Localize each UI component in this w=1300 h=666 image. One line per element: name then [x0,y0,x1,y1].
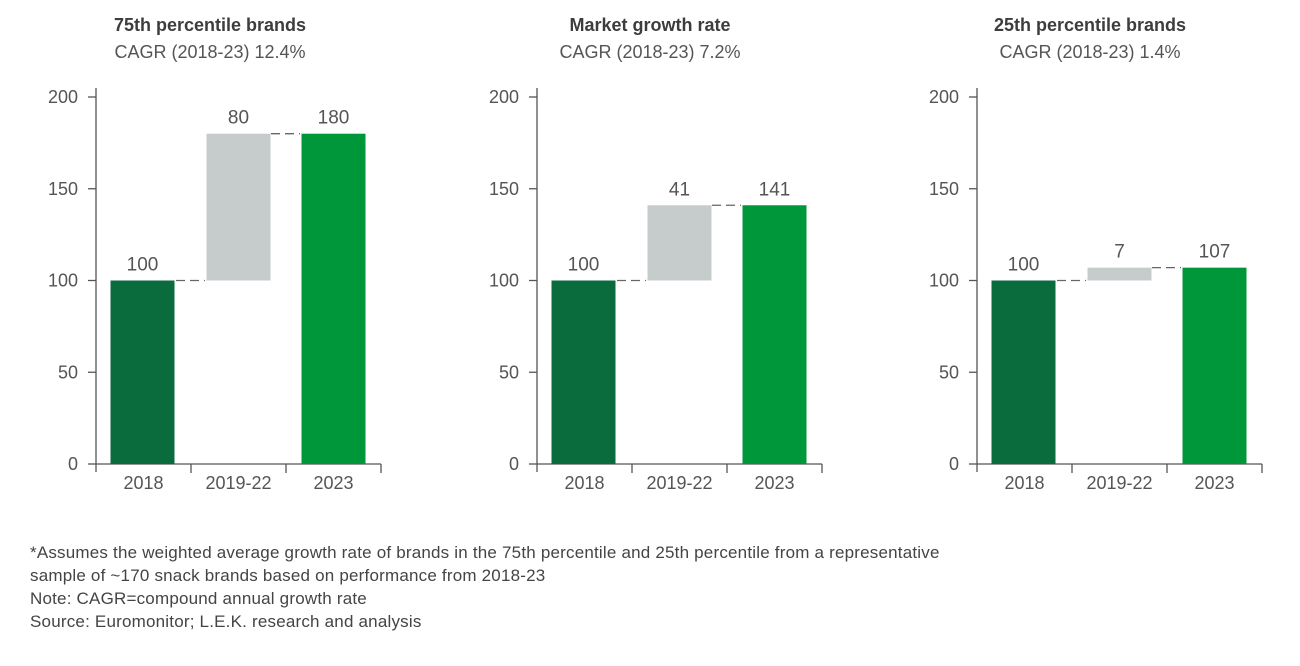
y-tick-label: 150 [489,179,519,199]
chart-subtitle: CAGR (2018-23) 1.4% [999,42,1181,62]
data-label: 7 [1114,242,1125,263]
y-tick-label: 150 [929,179,959,199]
bar-2019-22 [647,205,712,281]
bar-2019-22 [206,133,271,281]
y-tick-label: 100 [48,271,78,291]
data-label: 100 [1008,255,1040,276]
y-tick-label: 50 [499,362,519,382]
y-tick-label: 0 [949,454,959,474]
footnote: Source: Euromonitor; L.E.K. research and… [30,612,422,631]
x-tick-label: 2019-22 [646,473,712,493]
y-tick-label: 100 [929,271,959,291]
y-tick-label: 50 [58,362,78,382]
data-label: 100 [568,255,600,276]
bar-2023 [301,133,366,464]
data-label: 141 [759,179,791,200]
bar-2018 [551,280,616,464]
bar-2018 [110,280,175,464]
chart-title: Market growth rate [569,15,731,35]
chart-subtitle: CAGR (2018-23) 12.4% [114,42,306,62]
chart-subtitle: CAGR (2018-23) 7.2% [559,42,741,62]
x-tick-label: 2019-22 [1086,473,1152,493]
x-tick-label: 2023 [1194,473,1234,493]
data-label: 41 [669,179,690,200]
x-tick-label: 2018 [1004,473,1044,493]
data-label: 180 [318,108,350,129]
y-tick-label: 0 [68,454,78,474]
chart-title: 25th percentile brands [993,15,1187,35]
bar-2023 [742,205,807,464]
y-tick-label: 100 [489,271,519,291]
bar-2018 [991,280,1056,464]
footnote: sample of ~170 snack brands based on per… [30,566,546,585]
y-tick-label: 200 [489,87,519,107]
bar-2023 [1182,267,1247,464]
y-tick-label: 0 [509,454,519,474]
y-tick-label: 200 [929,87,959,107]
y-tick-label: 50 [939,362,959,382]
data-label: 80 [228,108,249,129]
bar-2019-22 [1087,267,1152,281]
chart-title: 75th percentile brands [113,15,307,35]
waterfall-charts-svg: 0 50 100 150 200 100 2018 80 2019-22 180 2023 0 50 10… [48,87,1263,493]
data-label: 107 [1199,242,1231,263]
y-tick-label: 150 [48,179,78,199]
data-label: 100 [127,255,159,276]
x-tick-label: 2018 [123,473,163,493]
x-tick-label: 2023 [313,473,353,493]
x-tick-label: 2018 [564,473,604,493]
x-tick-label: 2023 [754,473,794,493]
footnote: Note: CAGR=compound annual growth rate [30,589,367,608]
charts-area: 75th percentile brands CAGR (2018-23) 12… [48,15,1263,493]
footnote: *Assumes the weighted average growth rat… [30,543,940,562]
y-tick-label: 200 [48,87,78,107]
x-tick-label: 2019-22 [205,473,271,493]
footnotes: *Assumes the weighted average growth rat… [30,541,940,633]
